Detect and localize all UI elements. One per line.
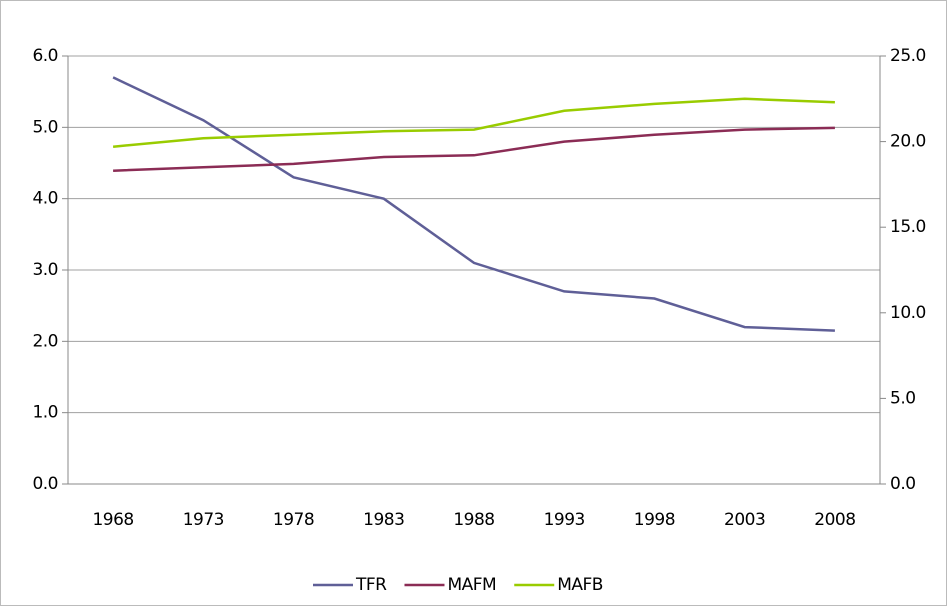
y2-tick-label: 15.0 bbox=[890, 217, 926, 237]
legend-label: MAFM bbox=[447, 575, 496, 595]
y2-tick-label: 10.0 bbox=[890, 303, 926, 323]
x-tick-label: 1973 bbox=[183, 510, 224, 530]
y-tick-label: 4.0 bbox=[32, 189, 58, 209]
y-tick-label: 1.0 bbox=[32, 403, 58, 423]
y-tick-label: 5.0 bbox=[32, 117, 58, 137]
x-tick-label: 1993 bbox=[544, 510, 585, 530]
x-tick-label: 1988 bbox=[453, 510, 494, 530]
x-tick-label: 1978 bbox=[273, 510, 314, 530]
x-tick-label: 2008 bbox=[814, 510, 855, 530]
x-tick-label: 1968 bbox=[92, 510, 133, 530]
y2-tick-label: 25.0 bbox=[890, 46, 926, 66]
legend-label: TFR bbox=[355, 575, 387, 595]
x-tick-label: 1983 bbox=[363, 510, 404, 530]
x-tick-label: 2003 bbox=[724, 510, 765, 530]
y-tick-label: 0.0 bbox=[32, 474, 58, 494]
x-tick-label: 1998 bbox=[634, 510, 675, 530]
series-line bbox=[112, 97, 835, 148]
legend-label: MAFB bbox=[557, 575, 603, 595]
y2-tick-label: 20.0 bbox=[890, 132, 926, 152]
y-tick-label: 2.0 bbox=[32, 331, 58, 351]
y2-tick-label: 0.0 bbox=[890, 474, 916, 494]
series-line bbox=[113, 126, 835, 172]
series-line bbox=[112, 76, 835, 332]
y2-tick-label: 5.0 bbox=[890, 388, 916, 408]
y-tick-label: 6.0 bbox=[32, 46, 58, 66]
y-tick-label: 3.0 bbox=[32, 260, 58, 280]
